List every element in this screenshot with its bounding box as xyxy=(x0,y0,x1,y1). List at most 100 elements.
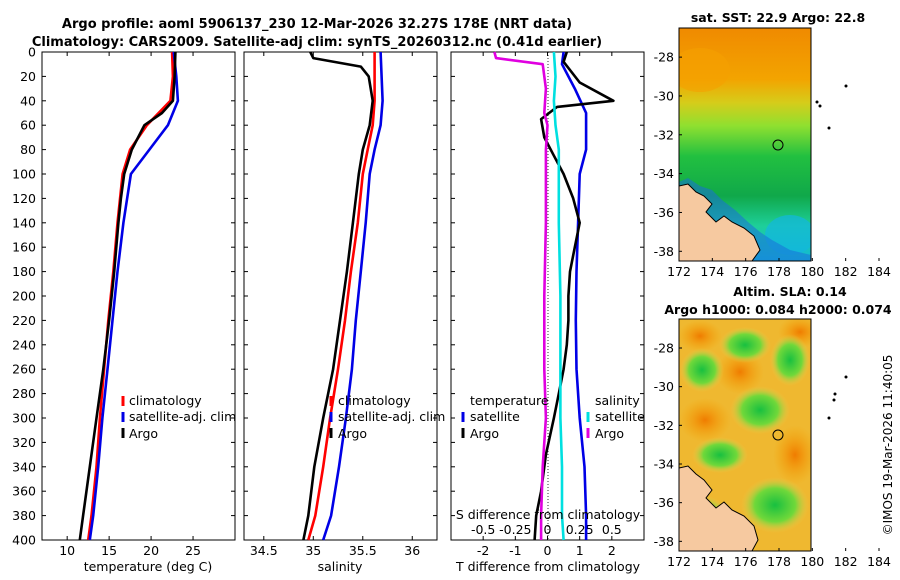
map-x-tick-label: 172 xyxy=(667,554,691,569)
sst-field xyxy=(679,28,811,261)
difference-lines xyxy=(493,51,615,541)
island-dot xyxy=(833,392,837,396)
depth-tick-label: 120 xyxy=(12,191,36,206)
header-line-1: Argo profile: aoml 5906137_230 12-Mar-20… xyxy=(62,17,572,32)
depth-tick-label: 20 xyxy=(20,69,36,84)
legend-label-argo: Argo xyxy=(338,426,367,441)
sla-low-patch xyxy=(692,437,748,473)
map-y-tick-label: -32 xyxy=(654,127,674,142)
difference-xlabel: T difference from climatology xyxy=(455,559,641,574)
sla-map-frame xyxy=(678,318,812,552)
depth-tick-label: 140 xyxy=(12,215,36,230)
sla-map-panel: Altim. SLA: 0.14 Argo h1000: 0.084 h2000… xyxy=(654,284,892,569)
map-y-tick-label: -30 xyxy=(654,379,674,394)
map-y-tick-label: -34 xyxy=(654,166,674,181)
depth-tick-label: 280 xyxy=(12,386,36,401)
map-x-tick-label: 178 xyxy=(767,554,791,569)
x-tick-label: -2 xyxy=(477,543,489,558)
series-line-salinity-argo xyxy=(493,51,549,540)
header-line-2: Climatology: CARS2009. Satellite-adj cli… xyxy=(32,35,602,50)
temperature-lines xyxy=(78,51,180,541)
series-line-satellite-adj-clim xyxy=(88,51,180,541)
map-x-tick-label: 182 xyxy=(834,264,858,279)
map-y-tick-label: -28 xyxy=(654,341,674,356)
sla-map-title-1: Altim. SLA: 0.14 xyxy=(733,284,847,299)
sla-low-patch xyxy=(741,477,809,533)
x-tick-label: 25 xyxy=(185,543,201,558)
depth-tick-label: 340 xyxy=(12,459,36,474)
salinity-axes-box xyxy=(243,51,438,541)
sla-low-patch xyxy=(770,334,810,386)
difference-y-ticks xyxy=(451,51,644,541)
sst-map-axes: 172 174 176 178 180 182 184 -28 -30 -32 -34 -36 -38 xyxy=(654,50,891,279)
salinity-panel: 34.5 35 35.5 36 salinity climatology satell… xyxy=(243,51,445,574)
map-x-tick-label: 184 xyxy=(867,554,891,569)
depth-tick-label: 240 xyxy=(12,337,36,352)
legend-label-satellite: satellite-adj. clim xyxy=(338,409,445,424)
map-x-tick-label: 180 xyxy=(800,264,824,279)
series-line-temperature-satellite xyxy=(560,51,588,540)
island-dot xyxy=(827,126,831,130)
sst-argo-marker xyxy=(772,139,784,151)
sst-map-frame xyxy=(678,27,812,262)
x-tick-label: 20 xyxy=(143,543,159,558)
series-line-argo xyxy=(78,51,177,541)
top-tick-label: 0.25 xyxy=(566,522,594,537)
sla-low-patch xyxy=(730,386,790,434)
island-dot xyxy=(844,84,848,88)
legend-label-salinity-satellite: satellite xyxy=(595,409,645,424)
sla-land xyxy=(679,465,759,551)
map-x-tick-label: 180 xyxy=(800,554,824,569)
x-tick-label: 1 xyxy=(576,543,584,558)
map-y-tick-label: -28 xyxy=(654,50,674,65)
difference-legend-left: temperature satellite Argo xyxy=(461,393,549,441)
x-tick-label: 35.5 xyxy=(349,543,377,558)
map-y-tick-label: -38 xyxy=(654,534,674,549)
depth-tick-label: 260 xyxy=(12,362,36,377)
island-dot xyxy=(818,104,822,108)
x-tick-label: 35 xyxy=(305,543,321,558)
series-line-argo xyxy=(302,51,375,541)
depth-tick-label: 100 xyxy=(12,167,36,182)
temperature-panel: 0 20 40 60 80 100 120 140 160 180 200 220 240 260 280 3… xyxy=(12,45,236,575)
series-line-satellite-adj-clim xyxy=(321,51,384,541)
sla-low-patch xyxy=(680,348,724,392)
island-dot xyxy=(827,416,831,420)
legend-label-salinity-argo: Argo xyxy=(595,426,624,441)
series-line-climatology xyxy=(307,52,376,541)
temperature-axes-box xyxy=(41,51,236,541)
depth-tick-label: 220 xyxy=(12,313,36,328)
sla-argo-marker xyxy=(772,429,784,441)
island-dot xyxy=(815,100,819,104)
map-y-tick-label: -34 xyxy=(654,457,674,472)
x-tick-label: 34.5 xyxy=(250,543,278,558)
top-tick-label: 0.5 xyxy=(602,522,622,537)
sst-map-panel: sat. SST: 22.9 Argo: 22.8 172 174 176 178 18… xyxy=(654,10,891,279)
sla-field xyxy=(679,319,811,551)
legend-label-climatology: climatology xyxy=(338,393,411,408)
depth-tick-label: 160 xyxy=(12,240,36,255)
difference-panel: -2 -1 0 1 2 -0.5 -0.25 0 0.25 0.5 T difference fr… xyxy=(450,51,645,574)
temperature-legend: climatology satellite-adj. clim Argo xyxy=(121,393,236,441)
island-dot xyxy=(832,398,836,402)
salinity-x-axis: 34.5 35 35.5 36 xyxy=(250,52,420,558)
depth-tick-label: 320 xyxy=(12,435,36,450)
salinity-legend: climatology satellite-adj. clim Argo xyxy=(329,393,445,441)
island-dot xyxy=(844,375,848,379)
difference-top-label: S difference from climatology xyxy=(456,507,641,522)
map-x-tick-label: 184 xyxy=(867,264,891,279)
depth-tick-label: 400 xyxy=(12,533,36,548)
depth-tick-label: 180 xyxy=(12,264,36,279)
depth-tick-label: 60 xyxy=(20,118,36,133)
temperature-x-axis: 10 15 20 25 xyxy=(59,52,201,558)
depth-tick-label: 380 xyxy=(12,508,36,523)
sst-land xyxy=(679,183,761,261)
series-line-salinity-satellite xyxy=(552,51,565,541)
x-tick-label: 36 xyxy=(404,543,420,558)
legend-label-temperature: temperature xyxy=(470,393,549,408)
map-x-tick-label: 178 xyxy=(767,264,791,279)
x-tick-label: 10 xyxy=(59,543,75,558)
sla-warm-patch xyxy=(773,425,811,485)
legend-label-satellite: satellite-adj. clim xyxy=(129,409,236,424)
